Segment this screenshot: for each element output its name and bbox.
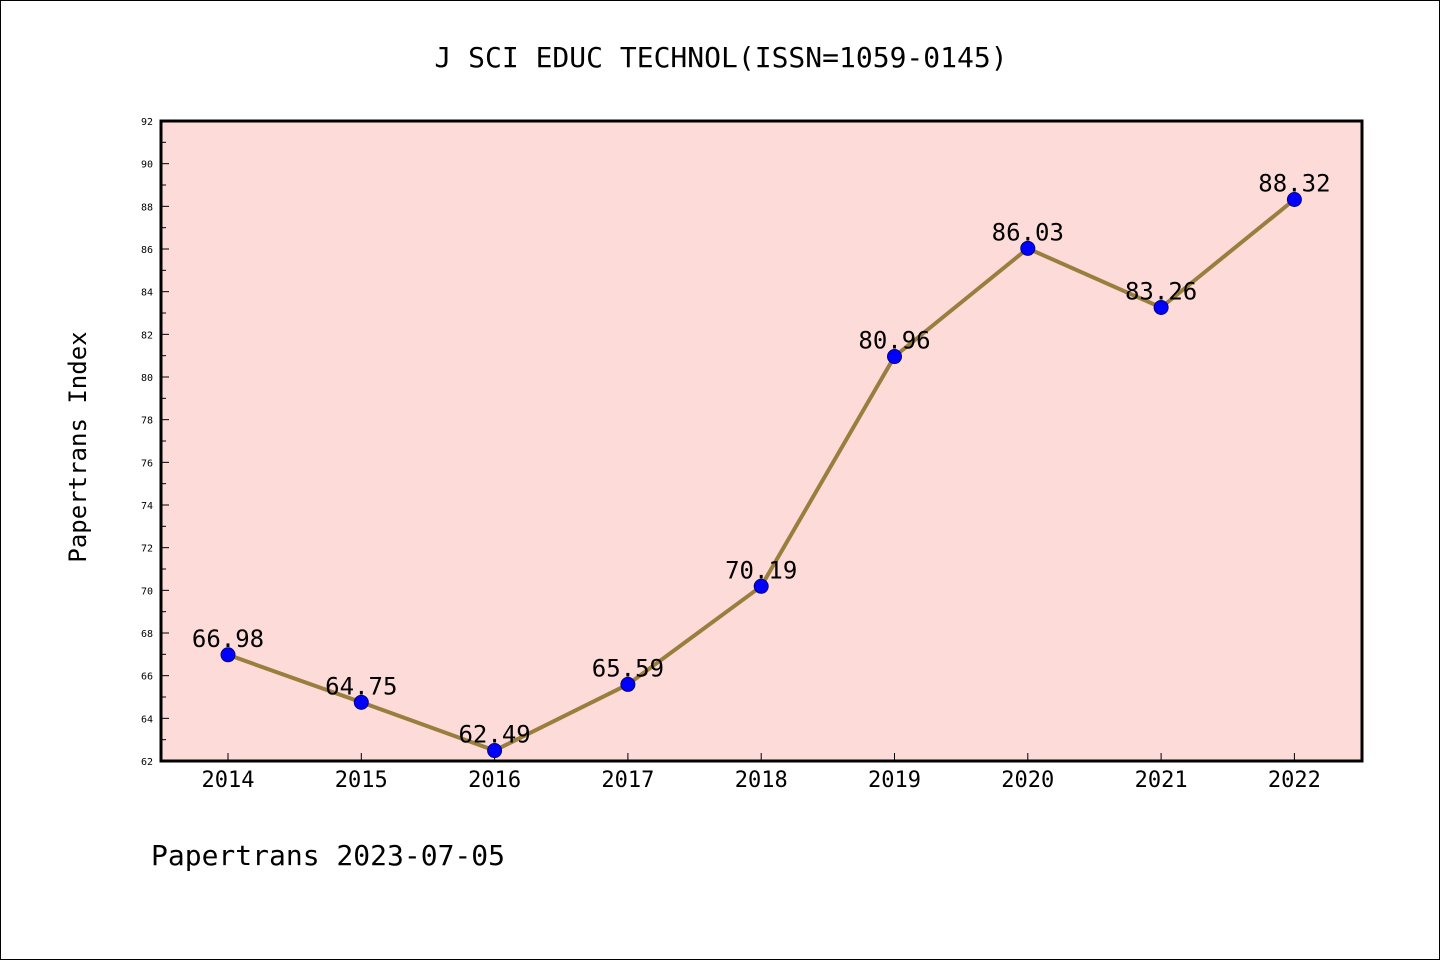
data-label: 66.98 [192,625,264,653]
plot-area [161,121,1362,761]
y-tick-label: 90 [141,160,153,171]
y-tick-label: 78 [141,416,153,427]
data-point [887,349,902,365]
y-tick-label: 84 [141,288,153,299]
y-tick-label: 80 [141,373,153,384]
y-tick-label: 66 [141,672,153,683]
data-labels: 66.98 64.75 62.49 65.59 70.19 80.96 86.03 83.26… [192,170,1331,749]
y-tick-label: 70 [141,586,153,597]
data-label: 86.03 [992,218,1064,246]
chart-title: J SCI EDUC TECHNOL(ISSN=1059-0145) [434,41,1007,74]
data-point [353,694,369,710]
y-tick-label: 82 [141,330,153,341]
data-label: 62.49 [458,721,530,749]
data-point [1286,192,1302,208]
y-axis-label: Papertrans Index [64,331,92,562]
y-tick-label: 92 [141,117,153,128]
x-tick-label: 2017 [601,768,654,793]
footer-text: Papertrans 2023-07-05 [151,839,505,872]
data-label: 83.26 [1125,277,1197,305]
y-tick-label: 68 [141,629,153,640]
data-label: 80.96 [858,327,930,355]
x-axis: 2014 2015 2016 2017 2018 2019 2020 2021 2022 [202,753,1321,793]
data-point [1153,299,1169,315]
data-label: 70.19 [725,556,797,584]
y-tick-label: 72 [141,544,153,555]
x-tick-label: 2018 [735,768,788,793]
y-tick-label: 64 [141,714,153,725]
y-tick-label: 86 [141,245,153,256]
x-tick-label: 2014 [202,768,255,793]
data-label: 64.75 [325,672,397,700]
data-point [487,743,503,759]
x-tick-label: 2022 [1268,768,1321,793]
y-tick-label: 74 [141,501,153,512]
y-axis: 62 64 66 68 70 72 74 76 78 80 82 84 86 88 90 92 [141,117,169,768]
data-point [753,578,769,594]
x-tick-label: 2015 [335,768,388,793]
plot-border [159,119,1364,763]
y-tick-label: 76 [141,458,153,469]
x-tick-label: 2016 [468,768,521,793]
data-label: 88.32 [1258,170,1330,198]
x-tick-label: 2020 [1001,768,1054,793]
data-point [620,676,636,692]
y-tick-label: 62 [141,757,153,768]
x-tick-label: 2019 [868,768,921,793]
markers [220,192,1302,759]
data-point [220,647,236,663]
data-point [1020,240,1036,256]
y-tick-label: 88 [141,202,153,213]
x-tick-label: 2021 [1135,768,1188,793]
data-label: 65.59 [592,654,664,682]
